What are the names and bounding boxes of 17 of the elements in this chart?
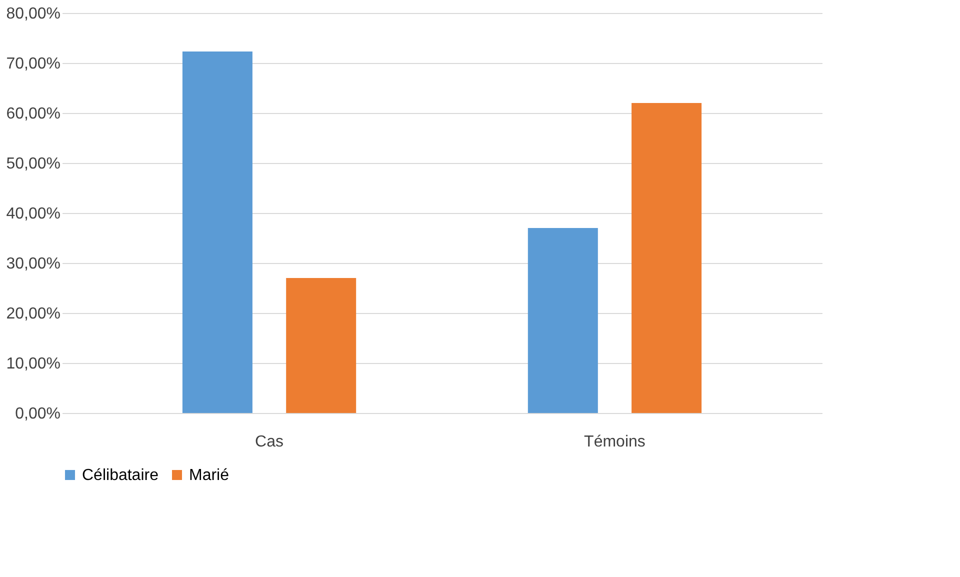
legend-label: Célibataire bbox=[82, 467, 159, 484]
legend-label: Marié bbox=[189, 467, 230, 484]
y-tick-label: 10,00% bbox=[6, 356, 60, 372]
y-tick-label: 80,00% bbox=[6, 6, 60, 22]
bar bbox=[528, 228, 598, 413]
bar bbox=[182, 52, 252, 413]
y-tick-label: 70,00% bbox=[6, 56, 60, 72]
y-tick-label: 60,00% bbox=[6, 106, 60, 122]
x-tick-label: Témoins bbox=[584, 434, 646, 450]
x-tick-label: Cas bbox=[255, 434, 284, 450]
y-tick-label: 50,00% bbox=[6, 156, 60, 172]
y-tick-label: 20,00% bbox=[6, 306, 60, 322]
y-tick-label: 40,00% bbox=[6, 206, 60, 222]
y-tick-label: 0,00% bbox=[15, 406, 60, 422]
y-tick-label: 30,00% bbox=[6, 256, 60, 272]
bar bbox=[286, 278, 356, 413]
bar bbox=[632, 103, 702, 413]
